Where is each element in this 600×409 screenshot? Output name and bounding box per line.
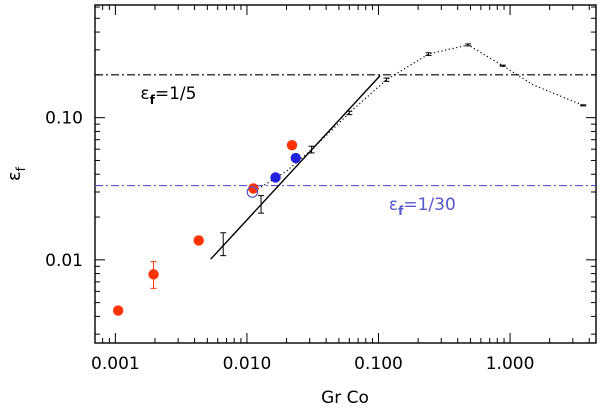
label-symbol: ε	[389, 195, 398, 215]
x-tick-label: 0.010	[223, 354, 272, 374]
label-symbol: ε	[140, 84, 149, 104]
plot-frame	[94, 4, 597, 344]
label-subscript: f	[398, 204, 404, 218]
y-tick-label: 0.01	[45, 251, 83, 271]
axis-ticks: 0.001 0.010 0.100 1.000 0.01 0.10	[45, 5, 596, 374]
blue-points-marker	[270, 172, 281, 183]
y-label-subscript: f	[14, 166, 28, 171]
red-points-marker	[148, 269, 159, 280]
x-axis-label: Gr Co	[321, 388, 369, 408]
dotted-curve	[250, 44, 584, 194]
x-tick-label: 1.000	[486, 354, 535, 374]
blue-points-marker	[290, 152, 301, 164]
label-value: =1/30	[403, 195, 455, 215]
y-label-symbol: ε	[4, 171, 25, 181]
curves	[210, 44, 584, 260]
svg-text:εf: εf	[4, 166, 28, 181]
y-axis-label: εf	[4, 166, 28, 181]
reference-lines: εf=1/5εf=1/30	[95, 74, 596, 218]
hline-label-one-thirtieth: εf=1/30	[389, 195, 456, 218]
red-points-marker	[112, 305, 124, 316]
x-tick-label: 0.001	[91, 354, 140, 374]
data-points	[112, 43, 587, 316]
red-points-marker	[193, 235, 204, 246]
power-law-fit	[210, 75, 381, 260]
red-points-marker	[286, 140, 298, 151]
label-subscript: f	[150, 93, 156, 107]
x-tick-label: 0.100	[354, 354, 403, 374]
y-tick-label: 0.10	[45, 109, 83, 129]
open-point-marker	[246, 186, 259, 198]
label-value: =1/5	[155, 84, 197, 104]
red-points-marker	[248, 183, 259, 194]
hline-label-one-fifth: εf=1/5	[140, 84, 196, 107]
